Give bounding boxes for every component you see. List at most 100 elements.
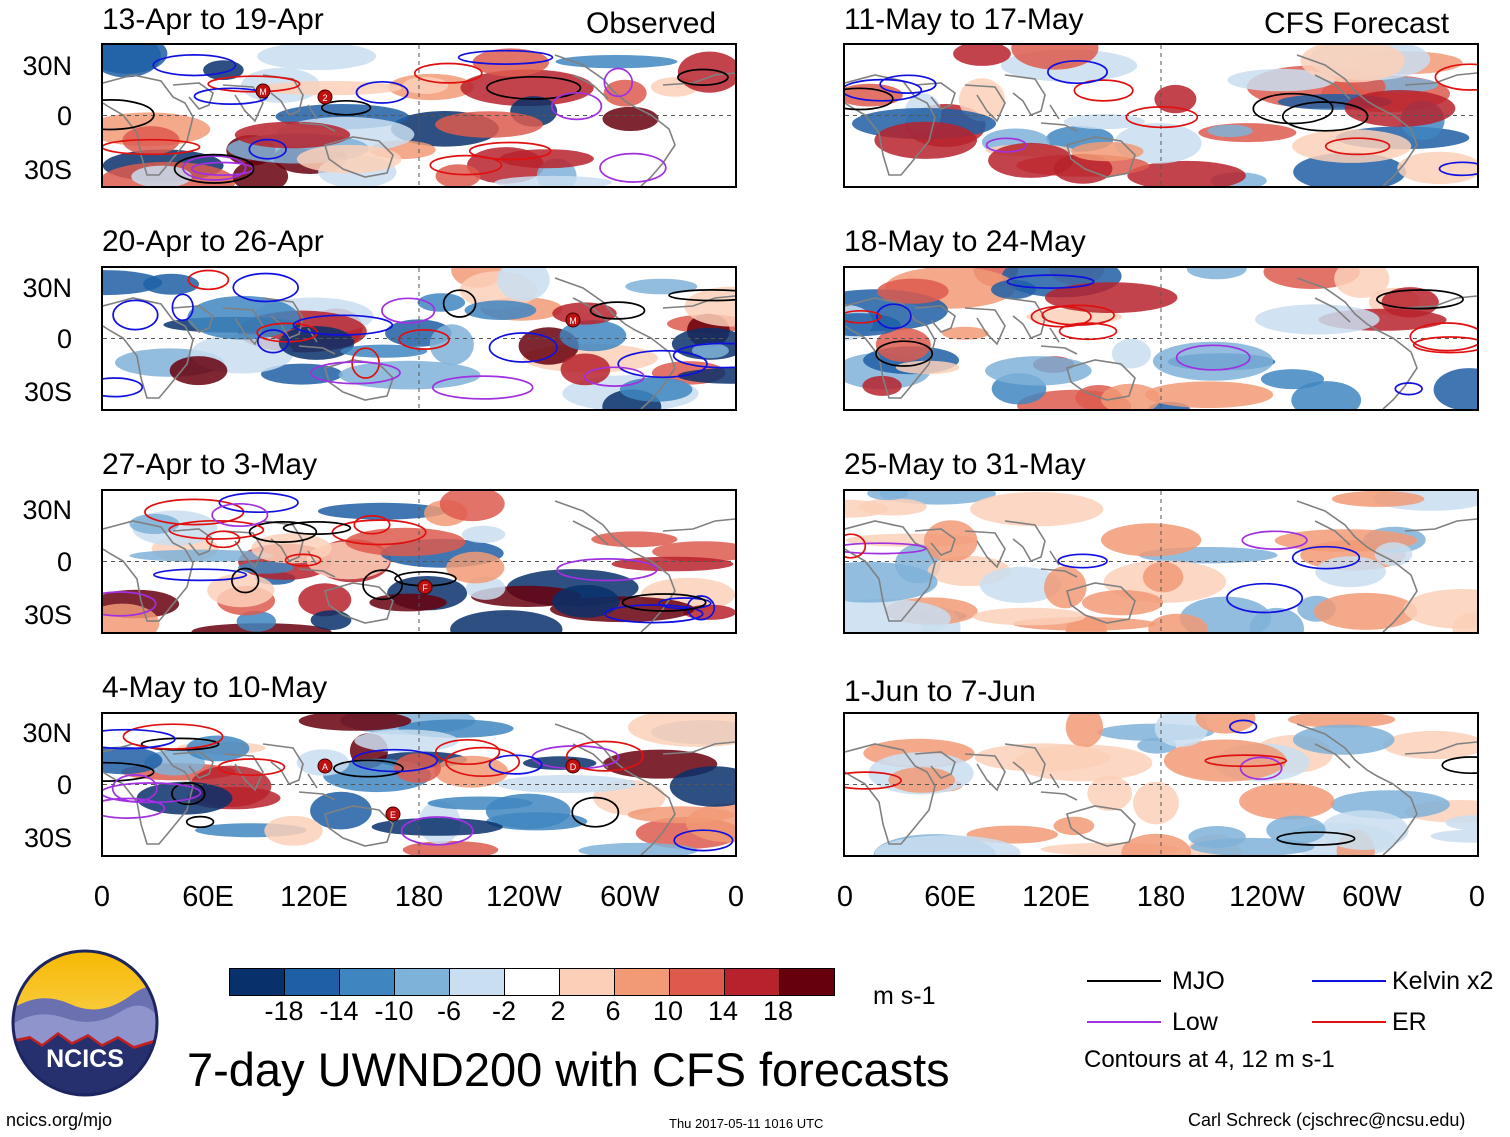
map-canvas: F	[103, 491, 735, 632]
storm-marker-label: E	[390, 810, 396, 820]
legend-kelvin-label: Kelvin x2	[1392, 967, 1494, 995]
colorbar-tick: -10	[374, 996, 414, 1026]
colorbar-cell	[724, 969, 779, 995]
colorbar-cell	[394, 969, 449, 995]
lon-label-120w: 120W	[486, 881, 562, 913]
storm-marker-label: 2	[322, 93, 327, 103]
wind-anomaly-shading	[863, 714, 1477, 855]
graticule	[845, 268, 1477, 409]
legend-note: Contours at 4, 12 m s-1	[1084, 1046, 1335, 1073]
lon-label-180: 180	[394, 881, 444, 913]
storm-marker: 2	[317, 89, 333, 105]
wave-contours	[845, 59, 1477, 177]
storm-marker: D	[565, 758, 581, 774]
graticule	[103, 491, 735, 632]
colorbar-cell	[669, 969, 724, 995]
lon-label-120w: 120W	[1229, 881, 1305, 913]
map-canvas: M	[103, 268, 735, 409]
legend-mjo-label: MJO	[1172, 967, 1225, 995]
colorbar	[229, 968, 835, 996]
lon-label-0: 0	[1468, 881, 1486, 913]
lat-label-30n: 30N	[22, 718, 72, 748]
observed-header: Observed	[586, 7, 717, 40]
storm-marker: A	[317, 758, 333, 774]
map-canvas	[845, 45, 1477, 186]
legend-er-label: ER	[1392, 1008, 1427, 1036]
forecast-map-3	[843, 489, 1479, 634]
lon-label-60w: 60W	[1342, 881, 1402, 913]
lat-label-30n: 30N	[22, 51, 72, 81]
lon-label-0: 0	[93, 881, 111, 913]
lat-label-eq: 0	[56, 101, 72, 131]
legend-low-label: Low	[1172, 1008, 1218, 1036]
storm-marker-label: M	[259, 87, 267, 97]
graticule	[103, 45, 735, 186]
graticule	[103, 268, 735, 409]
wind-anomaly-shading	[845, 268, 1477, 409]
map-canvas	[845, 268, 1477, 409]
wave-contours	[103, 492, 716, 624]
colorbar-tick: -6	[436, 996, 462, 1026]
lat-label-30s: 30S	[23, 600, 72, 630]
storm-marker: M	[255, 83, 271, 99]
observed-map-2: M	[101, 266, 737, 411]
lon-label-120e: 120E	[1022, 881, 1090, 913]
lat-label-eq: 0	[56, 770, 72, 800]
lat-label-30n: 30N	[22, 495, 72, 525]
lon-label-0: 0	[727, 881, 745, 913]
lon-label-120e: 120E	[280, 881, 348, 913]
lat-label-eq: 0	[56, 324, 72, 354]
map-canvas: A D E	[103, 714, 735, 855]
legend-kelvin-line	[1312, 980, 1386, 982]
legend-mjo-line	[1087, 980, 1161, 982]
colorbar-cell	[614, 969, 669, 995]
footer-timestamp: Thu 2017-05-11 1016 UTC	[669, 1116, 824, 1131]
lon-label-60w: 60W	[600, 881, 660, 913]
colorbar-tick: 6	[605, 996, 621, 1026]
storm-marker: F	[417, 579, 433, 595]
map-canvas	[845, 491, 1477, 632]
lat-label-30s: 30S	[23, 823, 72, 853]
footer-url[interactable]: ncics.org/mjo	[6, 1110, 113, 1130]
colorbar-tick: 2	[550, 996, 566, 1026]
colorbar-tick: 14	[707, 996, 739, 1026]
lon-label-180: 180	[1136, 881, 1186, 913]
wave-contours	[845, 274, 1477, 396]
map-canvas: M2	[103, 45, 735, 186]
legend-er-line	[1312, 1021, 1386, 1023]
map-canvas	[845, 714, 1477, 855]
wave-contours	[845, 530, 1361, 614]
coastline	[845, 277, 1477, 409]
observed-panel-1-title: 13-Apr to 19-Apr	[102, 3, 324, 36]
logo-text: NCICS	[46, 1045, 124, 1073]
lat-label-30s: 30S	[23, 155, 72, 185]
main-title: 7-day UWND200 with CFS forecasts	[187, 1043, 950, 1096]
wave-contours	[103, 49, 729, 184]
storm-marker-label: A	[322, 762, 328, 772]
colorbar-tick: -2	[491, 996, 517, 1026]
observed-map-3: F	[101, 489, 737, 634]
storm-marker-label: M	[569, 316, 577, 326]
colorbar-cell	[779, 969, 834, 995]
storm-marker-label: F	[422, 583, 428, 593]
forecast-panel-2-title: 18-May to 24-May	[844, 225, 1086, 258]
observed-panel-3-title: 27-Apr to 3-May	[102, 448, 318, 481]
lon-label-60e: 60E	[924, 881, 976, 913]
colorbar-cell	[504, 969, 559, 995]
coastline	[845, 500, 1477, 632]
forecast-header: CFS Forecast	[1264, 7, 1450, 40]
coastline	[845, 54, 1477, 186]
wave-contours	[103, 269, 735, 400]
colorbar-cell	[339, 969, 394, 995]
lon-label-0: 0	[836, 881, 854, 913]
colorbar-cell	[559, 969, 614, 995]
legend-low-line	[1087, 1021, 1161, 1023]
ncics-logo: NCICS	[10, 948, 160, 1098]
wind-anomaly-shading	[845, 45, 1477, 186]
graticule	[845, 714, 1477, 855]
wind-anomaly-shading	[103, 491, 735, 632]
forecast-panel-4-title: 1-Jun to 7-Jun	[844, 675, 1036, 708]
graticule	[845, 45, 1477, 186]
storm-marker: M	[565, 312, 581, 328]
